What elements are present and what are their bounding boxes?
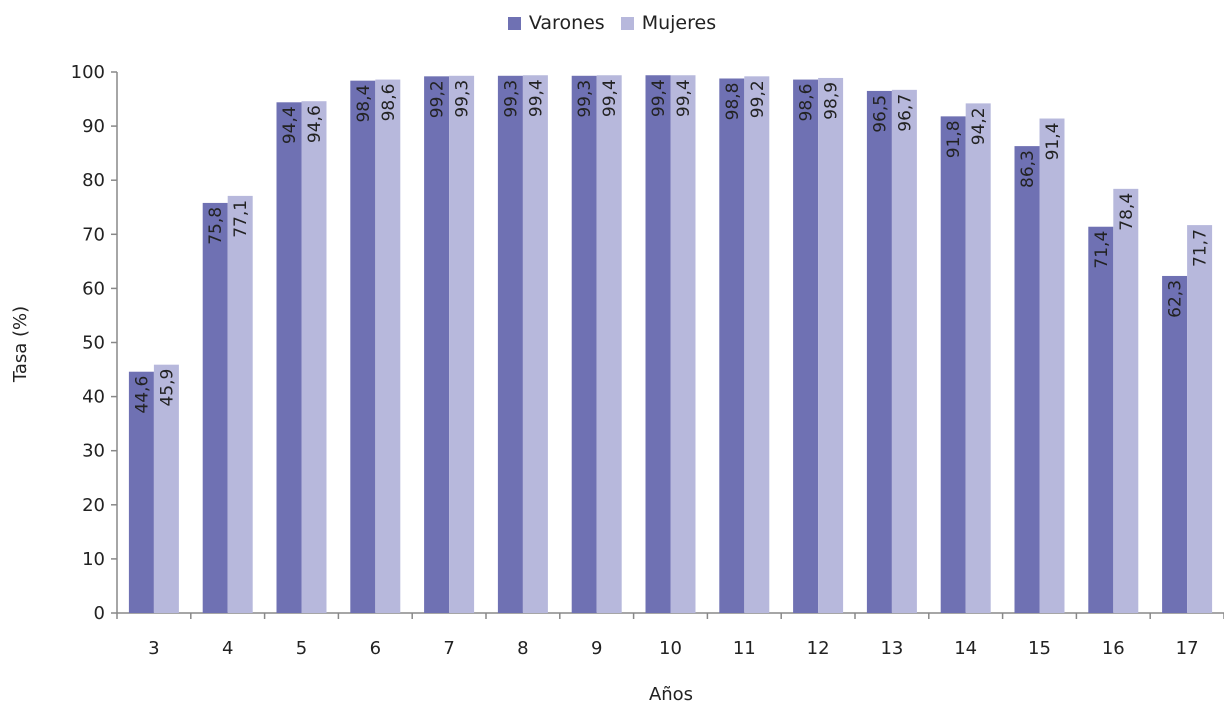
bar-varones-5 [276,102,302,614]
x-axis-title: Años [649,684,693,705]
data-label-mujeres-5: 94,6 [305,105,325,143]
bar-varones-16 [1088,226,1114,613]
data-label-varones-15: 86,3 [1018,150,1038,188]
y-axis-title: Tasa (%) [10,306,31,383]
x-tick-label: 16 [1102,638,1125,659]
data-label-varones-10: 99,4 [649,79,669,117]
x-tick-label: 5 [296,638,307,659]
bar-varones-17 [1162,275,1188,613]
data-label-varones-14: 91,8 [944,120,964,158]
bar-mujeres-8 [522,75,548,614]
bar-mujeres-16 [1113,188,1139,613]
data-label-mujeres-16: 78,4 [1117,193,1137,231]
data-label-varones-7: 99,2 [428,80,448,118]
data-label-varones-12: 98,6 [797,84,817,122]
legend-swatch-varones [507,16,521,30]
data-label-mujeres-15: 91,4 [1043,123,1063,161]
y-tick-label: 70 [82,224,105,245]
bar-mujeres-14 [965,103,991,614]
data-label-mujeres-13: 96,7 [895,94,915,132]
data-label-mujeres-8: 99,4 [526,79,546,117]
bar-mujeres-12 [818,77,844,614]
bar-varones-8 [497,75,523,614]
y-tick-label: 0 [94,603,105,624]
bar-mujeres-6 [375,79,401,614]
bar-mujeres-15 [1039,118,1065,613]
data-label-varones-9: 99,3 [575,80,595,118]
x-tick-label: 13 [880,638,903,659]
x-tick-label: 7 [443,638,454,659]
bar-mujeres-7 [449,75,475,614]
x-tick-label: 10 [659,638,682,659]
data-label-mujeres-12: 98,9 [822,82,842,120]
x-tick-label: 3 [148,638,159,659]
x-tick-label: 6 [370,638,381,659]
data-label-varones-4: 75,8 [206,207,226,245]
data-label-varones-13: 96,5 [870,95,890,133]
y-tick-label: 100 [71,62,105,83]
chart-bars [128,75,1213,614]
bar-mujeres-9 [596,75,622,614]
legend-item-varones: Varones [507,12,605,34]
data-label-varones-3: 44,6 [132,376,152,414]
x-tick-label: 8 [517,638,528,659]
data-label-mujeres-4: 77,1 [231,200,251,238]
bar-mujeres-10 [670,75,696,614]
y-tick-label: 40 [82,387,105,408]
data-label-mujeres-14: 94,2 [969,107,989,145]
y-tick-label: 60 [82,278,105,299]
data-label-mujeres-10: 99,4 [674,79,694,117]
data-label-varones-5: 94,4 [280,106,300,144]
data-label-mujeres-7: 99,3 [453,80,473,118]
legend-label-varones: Varones [528,12,605,34]
data-label-mujeres-3: 45,9 [157,369,177,407]
legend-label-mujeres: Mujeres [641,12,717,34]
x-tick-label: 9 [591,638,602,659]
y-tick-label: 80 [82,170,105,191]
y-tick-label: 20 [82,495,105,516]
bar-varones-13 [866,90,892,613]
data-label-varones-6: 98,4 [354,85,374,123]
bar-varones-3 [128,371,154,613]
data-label-mujeres-6: 98,6 [379,84,399,122]
bar-mujeres-13 [891,89,917,613]
bar-varones-9 [571,75,597,614]
data-label-mujeres-11: 99,2 [748,80,768,118]
bar-mujeres-3 [153,364,179,613]
data-label-varones-16: 71,4 [1092,231,1112,269]
x-tick-label: 15 [1028,638,1051,659]
legend-swatch-mujeres [620,16,634,30]
x-tick-label: 17 [1176,638,1199,659]
x-tick-label: 11 [733,638,756,659]
bar-varones-7 [424,76,450,613]
bar-varones-14 [940,116,966,613]
bar-mujeres-4 [227,195,253,613]
x-tick-label: 12 [807,638,830,659]
bar-varones-15 [1014,146,1040,613]
bar-varones-12 [793,79,819,614]
x-tick-label: 14 [954,638,977,659]
bar-varones-6 [350,80,376,613]
y-tick-label: 30 [82,441,105,462]
chart-legend: Varones Mujeres [0,12,1224,34]
bar-varones-11 [719,78,745,613]
data-label-varones-8: 99,3 [501,80,521,118]
x-tick-label: 4 [222,638,233,659]
bar-mujeres-5 [301,101,327,614]
bar-varones-10 [645,75,671,614]
y-tick-label: 10 [82,549,105,570]
data-label-mujeres-17: 71,7 [1191,229,1211,267]
bar-mujeres-17 [1187,225,1213,613]
data-label-varones-11: 98,8 [723,82,743,120]
y-tick-label: 50 [82,333,105,354]
data-label-varones-17: 62,3 [1166,280,1186,318]
bar-mujeres-11 [744,76,770,613]
y-tick-label: 90 [82,116,105,137]
data-label-mujeres-9: 99,4 [600,79,620,117]
legend-item-mujeres: Mujeres [620,12,717,34]
bar-varones-4 [202,202,228,613]
chart-data-labels: 44,6 45,975,8 77,194,4 94,698,4 98,6 99,2 99,3… [132,79,1210,413]
